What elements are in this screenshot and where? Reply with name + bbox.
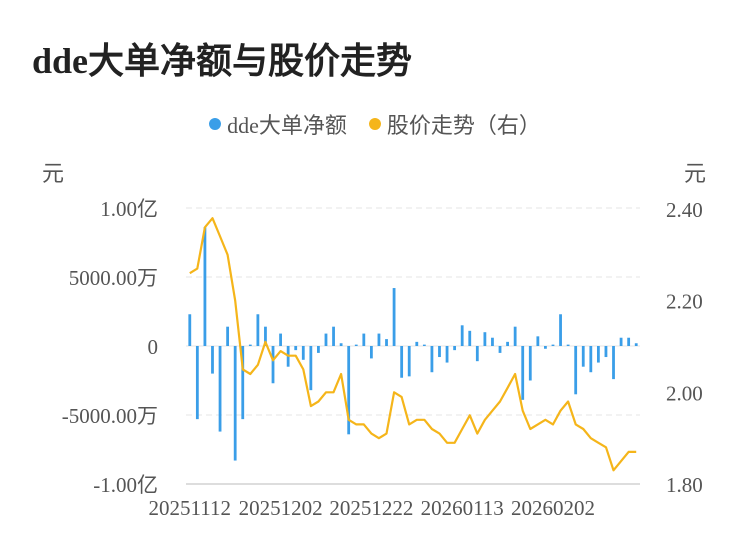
right-tick-label: 1.80 — [666, 473, 703, 497]
dde-bar — [354, 344, 358, 346]
dde-bar — [528, 346, 532, 381]
dde-bar — [438, 346, 441, 358]
dde-bar — [491, 337, 494, 346]
axis-layer: 1.00亿 5000.00万 0 -5000.00万 -1.00亿 2.40 2.20 2.0… — [62, 197, 703, 520]
dde-bar — [195, 346, 199, 420]
legend-label-price: 股价走势（右） — [386, 113, 541, 138]
dde-bar — [211, 346, 214, 374]
dde-bar — [218, 346, 222, 432]
x-tick-label: 20251222 — [329, 496, 413, 520]
dde-bar — [400, 346, 404, 378]
dde-bar — [544, 346, 547, 349]
dde-bar — [369, 346, 373, 359]
dde-bar — [415, 341, 419, 346]
x-tick-label: 20260113 — [421, 496, 504, 520]
dde-bar — [332, 326, 335, 346]
dde-bar — [241, 346, 245, 420]
dde-bar — [226, 326, 230, 346]
dde-bar — [634, 343, 638, 346]
dde-bar — [264, 326, 267, 346]
right-tick-label: 2.40 — [666, 198, 703, 222]
dde-bar — [627, 337, 631, 346]
line-series-price — [189, 217, 637, 472]
dde-bar — [551, 344, 555, 346]
dde-bar — [256, 314, 260, 346]
dde-bar — [339, 343, 343, 346]
legend-item-price[interactable]: 股价走势（右） — [368, 108, 541, 140]
dde-bar — [203, 227, 207, 346]
dde-bar — [460, 325, 464, 346]
dde-bar — [468, 330, 472, 346]
dde-bar — [498, 346, 502, 353]
right-axis-unit: 元 — [684, 161, 707, 186]
dde-bar — [574, 346, 578, 395]
legend-label-dde: dde大单净额 — [227, 113, 347, 138]
dde-bar — [589, 346, 593, 373]
bar-series-dde — [188, 227, 638, 461]
left-tick-label: -1.00亿 — [93, 473, 158, 497]
left-axis-unit: 元 — [42, 161, 65, 186]
dde-bar — [596, 346, 600, 363]
dde-bar — [483, 332, 487, 346]
dde-bar — [619, 337, 623, 346]
right-tick-label: 2.20 — [666, 290, 703, 314]
dde-bar — [392, 288, 396, 346]
x-tick-label: 20251112 — [149, 496, 231, 520]
chart-title: dde大单净额与股价走势 — [32, 41, 413, 81]
dde-bar — [347, 346, 351, 435]
legend-dot-dde — [209, 118, 222, 130]
dde-bar — [559, 314, 562, 346]
x-tick-label: 20251202 — [239, 496, 323, 520]
dde-bar — [422, 344, 426, 346]
dde-bar — [445, 346, 449, 363]
dde-bar — [430, 346, 434, 373]
dde-bar — [317, 346, 320, 353]
dde-bar — [385, 339, 388, 346]
price-line — [189, 217, 637, 472]
dde-bar — [309, 346, 313, 391]
dde-bar — [301, 346, 305, 360]
dde-bar — [248, 344, 252, 346]
grid-layer — [186, 207, 640, 485]
dde-bar — [612, 346, 615, 380]
right-tick-label: 2.00 — [666, 381, 703, 405]
dde-bar — [604, 346, 608, 358]
dde-bar — [233, 346, 237, 461]
dde-bar — [279, 333, 282, 346]
dde-bar — [453, 346, 457, 351]
dde-bar — [407, 346, 411, 377]
chart-legend: dde大单净额 股价走势（右） — [0, 108, 750, 140]
dde-bar — [521, 346, 525, 400]
left-tick-label: -5000.00万 — [62, 404, 158, 428]
dde-bar — [271, 346, 275, 384]
dde-bar — [536, 336, 540, 346]
legend-item-dde[interactable]: dde大单净额 — [209, 108, 347, 140]
dde-bar — [188, 314, 192, 346]
dde-bar — [362, 333, 366, 346]
dde-bar — [475, 346, 479, 362]
left-tick-label: 1.00亿 — [100, 197, 158, 221]
left-tick-label: 0 — [148, 335, 159, 359]
dde-bar — [506, 341, 509, 346]
left-tick-label: 5000.00万 — [69, 266, 158, 290]
dde-bar — [294, 346, 298, 351]
dde-bar — [566, 344, 570, 346]
dde-bar — [324, 333, 328, 346]
dde-bar — [513, 326, 517, 346]
dde-bar — [581, 346, 585, 367]
x-tick-label: 20260202 — [511, 496, 595, 520]
dde-bar — [377, 333, 381, 346]
legend-dot-price — [368, 118, 381, 130]
